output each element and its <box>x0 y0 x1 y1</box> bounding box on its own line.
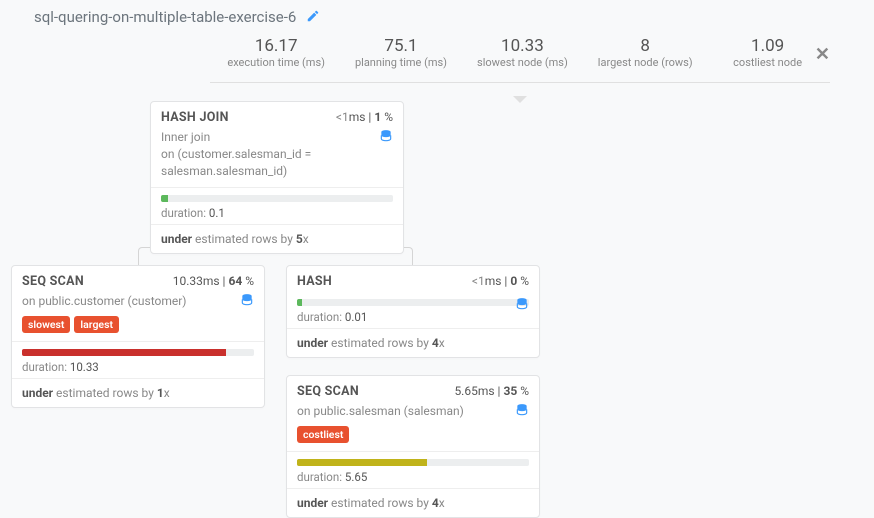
close-icon[interactable]: ✕ <box>815 44 830 65</box>
duration-bar: duration: 5.65 <box>287 451 539 488</box>
database-icon[interactable] <box>379 129 393 145</box>
database-icon[interactable] <box>515 297 529 313</box>
duration-bar: duration: 0.1 <box>151 187 403 224</box>
stat-value: 1.09 <box>723 36 813 56</box>
stat-label: costliest node <box>723 56 813 69</box>
stat-costliest: 1.09 costliest node <box>723 36 813 69</box>
node-title: HASH JOIN <box>161 110 229 125</box>
node-seq-scan-salesman[interactable]: SEQ SCAN 5.65ms | 35 % on public.salesma… <box>286 375 540 518</box>
stat-exec-time: 16.17 execution time (ms) <box>227 36 325 69</box>
node-foot: under estimated rows by 1x <box>12 378 264 407</box>
stat-label: execution time (ms) <box>227 56 325 69</box>
stats-bar: 16.17 execution time (ms) 75.1 planning … <box>200 26 840 83</box>
node-foot: under estimated rows by 4x <box>287 488 539 517</box>
database-icon[interactable] <box>240 293 254 309</box>
duration-bar: duration: 0.01 <box>287 299 539 328</box>
node-metrics: 5.65ms | 35 % <box>454 384 529 398</box>
badges: slowest largest <box>22 316 254 333</box>
node-title: HASH <box>297 274 332 289</box>
badge-slowest: slowest <box>22 316 70 333</box>
bar-fill <box>297 299 302 306</box>
stat-value: 16.17 <box>227 36 325 56</box>
stat-label: planning time (ms) <box>355 56 447 69</box>
stat-largest: 8 largest node (rows) <box>598 36 693 69</box>
page-header: sql-quering-on-multiple-table-exercise-6 <box>0 0 874 26</box>
page-title: sql-quering-on-multiple-table-exercise-6 <box>34 8 296 26</box>
node-foot: under estimated rows by 4x <box>287 328 539 357</box>
node-hash[interactable]: HASH <1ms | 0 % duration: 0.01 under est… <box>286 265 540 358</box>
node-seq-scan-customer[interactable]: SEQ SCAN 10.33ms | 64 % on public.custom… <box>11 265 265 408</box>
stat-label: slowest node (ms) <box>477 56 568 69</box>
node-metrics: <1ms | 1 % <box>336 110 393 124</box>
plan-canvas: HASH JOIN <1ms | 1 % Inner join on (cust… <box>0 83 874 513</box>
database-icon[interactable] <box>515 403 529 419</box>
node-metrics: <1ms | 0 % <box>472 274 529 288</box>
badges: costliest <box>297 426 529 443</box>
stat-slowest: 10.33 slowest node (ms) <box>477 36 568 69</box>
edit-icon[interactable] <box>306 9 320 25</box>
stat-value: 8 <box>598 36 693 56</box>
node-desc: on public.customer (customer) <box>22 293 222 310</box>
bar-fill <box>161 195 168 202</box>
stat-value: 10.33 <box>477 36 568 56</box>
stat-label: largest node (rows) <box>598 56 693 69</box>
node-hash-join[interactable]: HASH JOIN <1ms | 1 % Inner join on (cust… <box>150 101 404 254</box>
stat-value: 75.1 <box>355 36 447 56</box>
badge-costliest: costliest <box>297 426 349 443</box>
stat-plan-time: 75.1 planning time (ms) <box>355 36 447 69</box>
bar-fill <box>22 349 226 356</box>
node-desc: on public.salesman (salesman) <box>297 403 497 420</box>
node-title: SEQ SCAN <box>22 274 84 289</box>
node-title: SEQ SCAN <box>297 384 359 399</box>
bar-fill <box>297 459 427 466</box>
badge-largest: largest <box>74 316 119 333</box>
node-desc: Inner join on (customer.salesman_id = sa… <box>161 129 361 179</box>
node-metrics: 10.33ms | 64 % <box>173 274 254 288</box>
node-foot: under estimated rows by 5x <box>151 224 403 253</box>
duration-bar: duration: 10.33 <box>12 341 264 378</box>
